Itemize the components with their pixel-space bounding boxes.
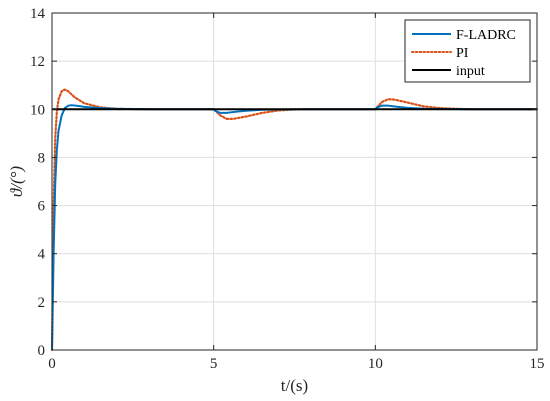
y-tick-label: 12	[30, 54, 45, 70]
y-tick-label: 2	[38, 295, 46, 311]
y-tick-label: 4	[38, 247, 46, 263]
plot-frame	[51, 12, 538, 351]
x-tick-label: 5	[210, 356, 218, 372]
y-tick-label: 8	[38, 150, 46, 166]
x-tick-label: 0	[48, 356, 56, 372]
legend-label: F-LADRC	[456, 28, 516, 43]
ticks: 0 5 10 15 0 2 4 6 8 10 12 14	[30, 6, 545, 372]
legend-label: input	[456, 64, 485, 79]
series-line-pi	[50, 88, 539, 352]
y-tick-label: 6	[38, 199, 46, 215]
y-tick-label: 0	[38, 343, 46, 359]
legend-label: PI	[456, 46, 469, 61]
x-axis-label: t/(s)	[281, 376, 308, 395]
y-tick-label: 14	[30, 6, 46, 22]
legend: F-LADRC PI input	[404, 19, 531, 83]
x-tick-label: 10	[368, 356, 383, 372]
legend-box	[404, 19, 531, 83]
y-tick-label: 10	[30, 102, 45, 118]
series-layer	[50, 88, 539, 352]
y-axis-label: ϑ/(°)	[7, 166, 26, 198]
series-line-f-ladrc	[51, 104, 537, 351]
x-tick-label: 15	[530, 356, 545, 372]
